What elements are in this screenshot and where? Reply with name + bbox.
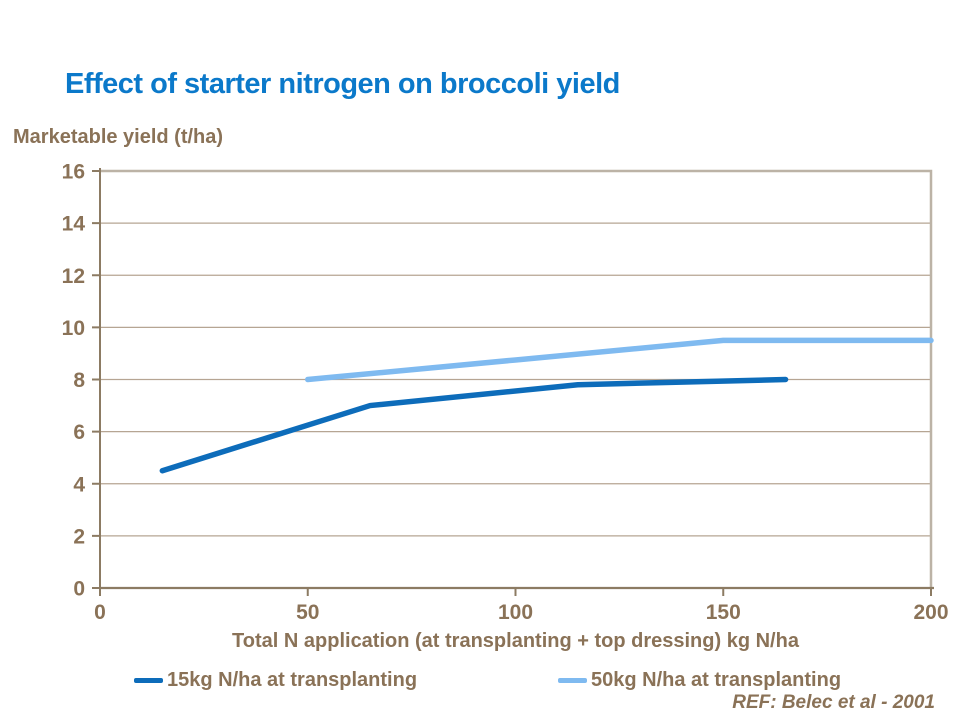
legend-dash-light-blue [558,677,587,683]
series-line-1 [305,337,934,383]
y-tick-label: 0 [73,578,85,601]
x-tick-label: 100 [498,601,533,624]
y-tick-label: 12 [62,265,85,288]
x-tick-label: 0 [94,601,106,624]
y-tick-label: 8 [73,369,85,392]
series-line-0 [159,376,789,474]
y-tick-label: 16 [62,161,85,184]
reference-note: REF: Belec et al - 2001 [732,692,935,713]
legend-item-50kg: 50kg N/ha at transplanting [558,668,841,692]
legend-label: 50kg N/ha at transplanting [591,668,842,691]
x-axis-title: Total N application (at transplanting + … [232,630,799,652]
y-tick-label: 14 [62,213,86,236]
y-axis-title: Marketable yield (t/ha) [13,126,224,148]
legend-item-15kg: 15kg N/ha at transplanting [134,668,417,692]
x-tick-label: 150 [706,601,741,624]
y-tick-label: 10 [62,317,85,340]
chart-title: Effect of starter nitrogen on broccoli y… [65,68,620,100]
x-tick-label: 200 [913,601,948,624]
y-tick-label: 4 [73,473,85,496]
legend-dash-dark-blue [134,677,163,683]
plot-border [100,169,933,588]
legend-label: 15kg N/ha at transplanting [167,668,418,691]
y-tick-label: 6 [73,421,85,444]
x-tick-label: 50 [296,601,319,624]
y-tick-label: 2 [73,525,85,548]
